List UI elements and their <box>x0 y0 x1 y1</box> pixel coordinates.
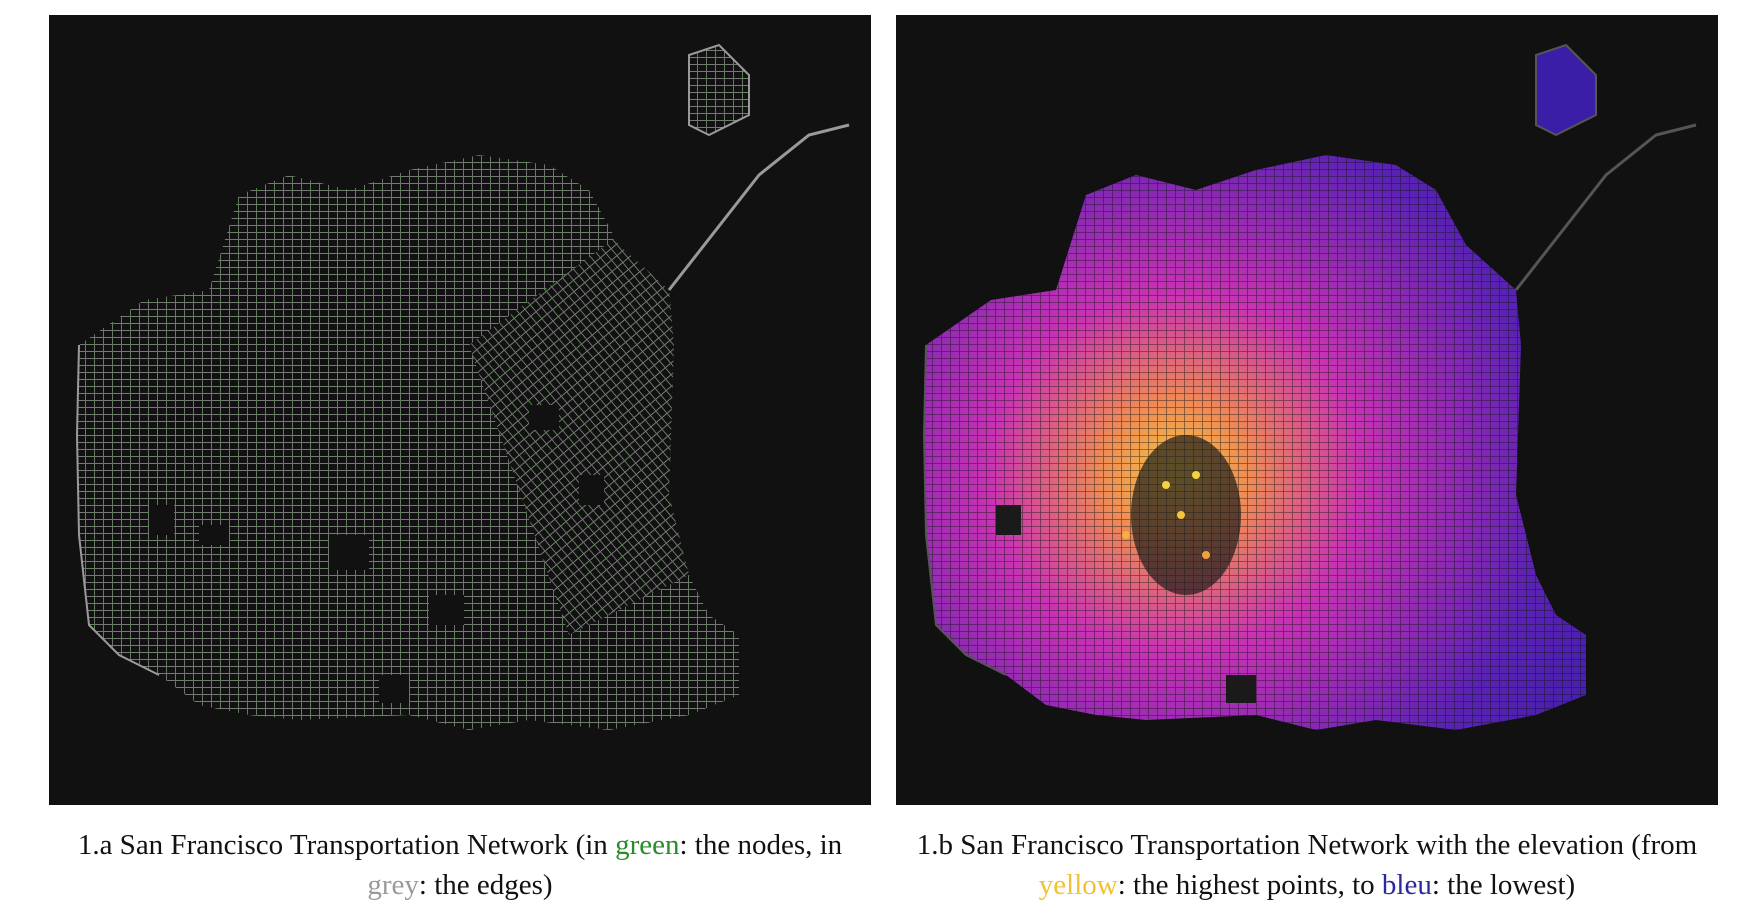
caption-1b-prefix: 1.b San Francisco Transportation Network… <box>916 829 1698 861</box>
sf-network-map-1a <box>75 43 850 730</box>
bay-bridge-road <box>667 123 850 291</box>
bay-bridge-road <box>1514 123 1697 291</box>
figure-1a: 1.a San Francisco Transportation Network… <box>49 15 871 905</box>
caption-1a-prefix: 1.a San Francisco Transportation Network… <box>77 829 616 861</box>
peak-point <box>1192 471 1200 479</box>
map-panel-1a <box>49 15 871 805</box>
map-panel-1b <box>896 15 1718 805</box>
twin-peaks-dark <box>1131 435 1241 595</box>
treasure-island <box>1535 43 1597 137</box>
coast-road-west <box>75 344 160 676</box>
caption-1b-end: : the lowest) <box>1431 869 1576 901</box>
peak-point <box>1122 531 1130 539</box>
peak-point <box>1202 551 1210 559</box>
caption-1b-bleu: bleu <box>1381 869 1432 901</box>
caption-1a-grey: grey <box>367 869 419 901</box>
caption-1a: 1.a San Francisco Transportation Network… <box>49 825 871 905</box>
coast-road-west <box>922 344 1007 676</box>
caption-1a-green: green <box>615 829 680 861</box>
figure-1b: 1.b San Francisco Transportation Network… <box>896 15 1718 905</box>
sf-elevation-map-1b <box>922 43 1697 730</box>
peak-point <box>1162 481 1170 489</box>
caption-1b: 1.b San Francisco Transportation Network… <box>896 825 1718 905</box>
caption-1a-mid: : the nodes, in <box>679 829 843 861</box>
treasure-island <box>688 43 750 137</box>
caption-1b-yellow: yellow <box>1038 869 1118 901</box>
peak-point <box>1177 511 1185 519</box>
caption-1b-mid: : the highest points, to <box>1117 869 1382 901</box>
caption-1a-end: : the edges) <box>418 869 553 901</box>
street-grid-1a <box>77 155 739 730</box>
elevation-grid-1b <box>924 155 1586 730</box>
